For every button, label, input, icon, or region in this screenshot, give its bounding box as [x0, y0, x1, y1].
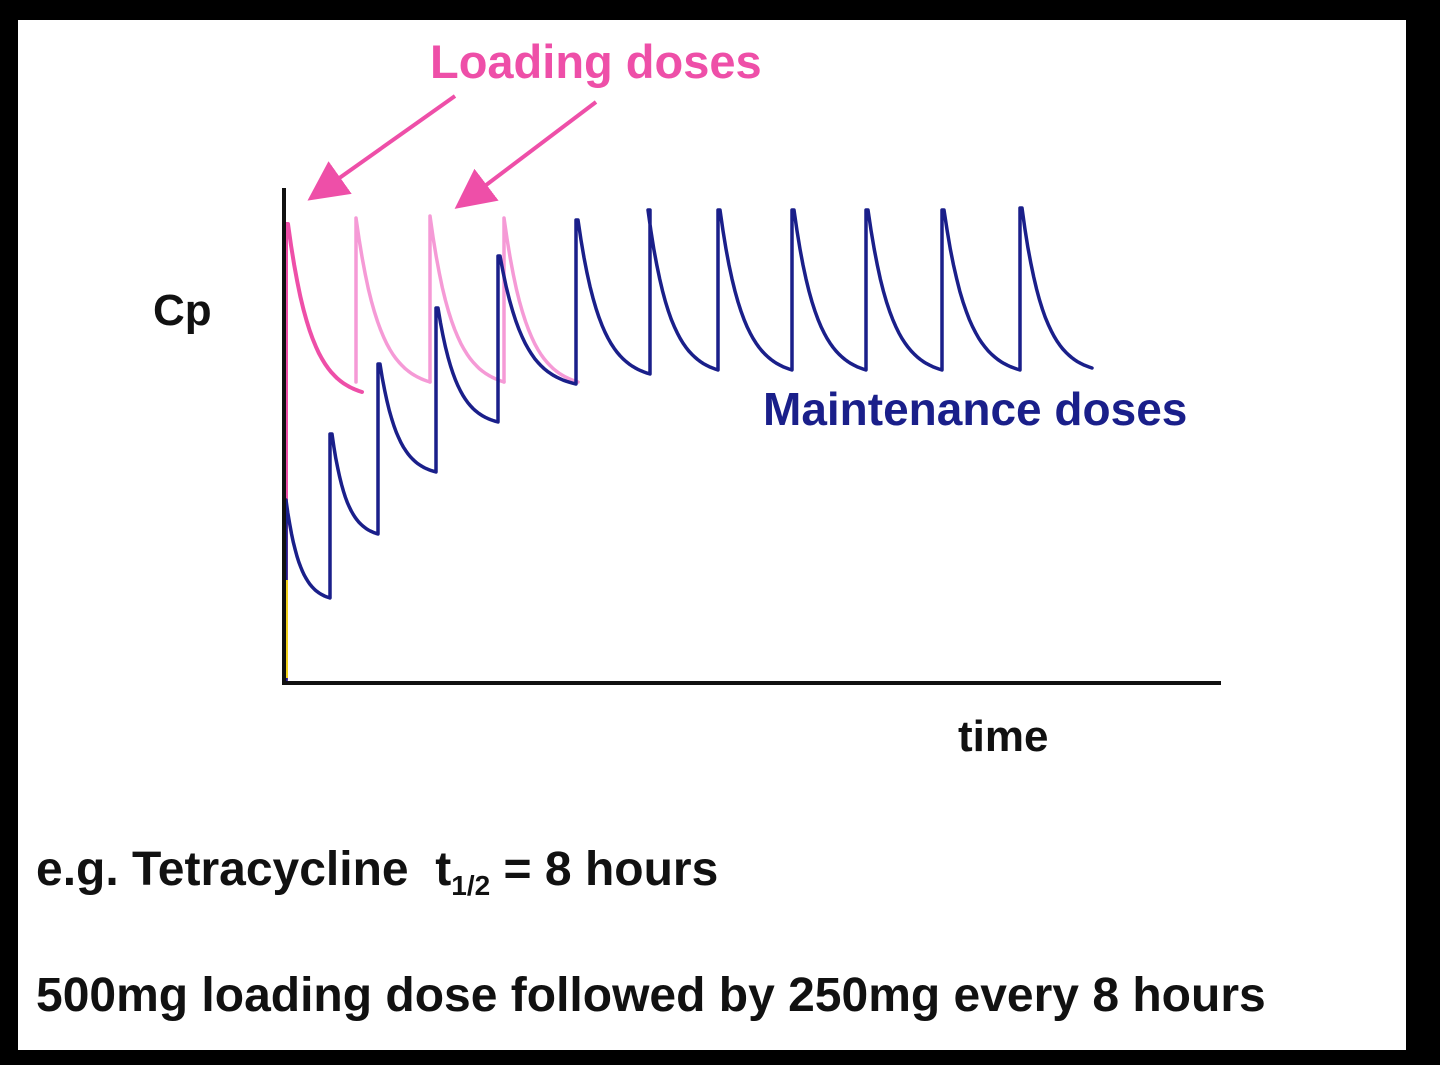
y-axis-label: Cp [153, 286, 212, 335]
x-axis-label: time [958, 712, 1049, 761]
concentration-curves [284, 206, 1094, 682]
dosing-regimen: 500mg loading dose followed by 250mg eve… [36, 969, 1266, 1022]
loading-dose-curve-3 [428, 214, 506, 384]
maintenance-dose-curve [284, 206, 1094, 682]
example-drug-line: e.g. Tetracycline t1/2 = 8 hours [36, 842, 718, 902]
loading-dose-curve-2 [354, 216, 432, 384]
loading-dose-curve-4 [502, 216, 580, 384]
axes [282, 188, 1221, 685]
slide: Loading doses Maintenance doses Cp time … [18, 20, 1406, 1050]
half-life-symbol: t [435, 843, 452, 896]
half-life-value: = 8 hours [503, 843, 719, 896]
loading-dose-curve-1 [284, 222, 364, 682]
loading-arrow-1 [307, 94, 457, 201]
half-life-subscript: 1/2 [451, 870, 491, 901]
loading-arrow-2 [454, 100, 598, 209]
maintenance-doses-label: Maintenance doses [763, 383, 1188, 435]
dosing-diagram [282, 94, 1221, 685]
loading-doses-label: Loading doses [430, 35, 762, 88]
loading-dose-arrows [307, 94, 598, 209]
example-drug: e.g. Tetracycline [36, 843, 409, 896]
